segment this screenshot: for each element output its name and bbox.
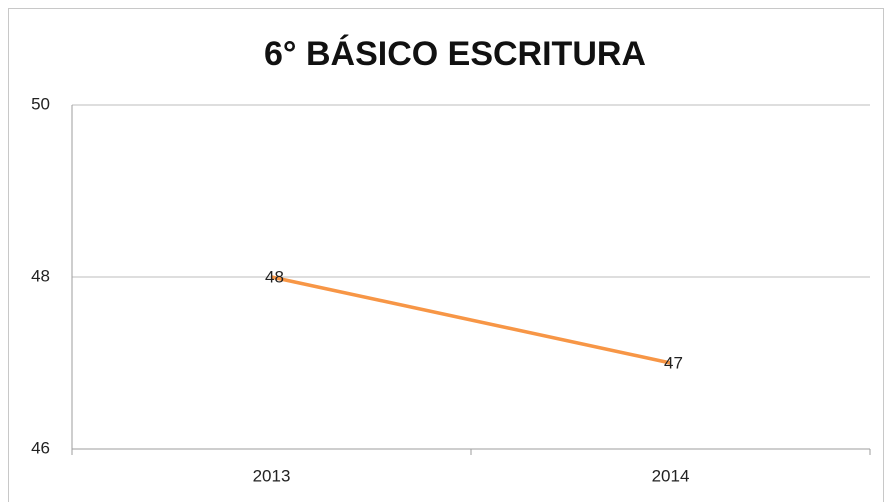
x-tick-label: 2013: [253, 466, 291, 485]
line-series: [271, 275, 671, 365]
y-tick-label: 46: [31, 438, 50, 457]
data-label: 48: [265, 267, 284, 286]
y-tick-label: 50: [31, 94, 50, 113]
chart-frame: [8, 8, 884, 502]
y-tick-label: 48: [31, 266, 50, 285]
chart-title: 6° BÁSICO ESCRITURA: [264, 35, 646, 73]
x-tick-label: 2014: [652, 466, 690, 485]
data-label: 47: [664, 353, 683, 372]
